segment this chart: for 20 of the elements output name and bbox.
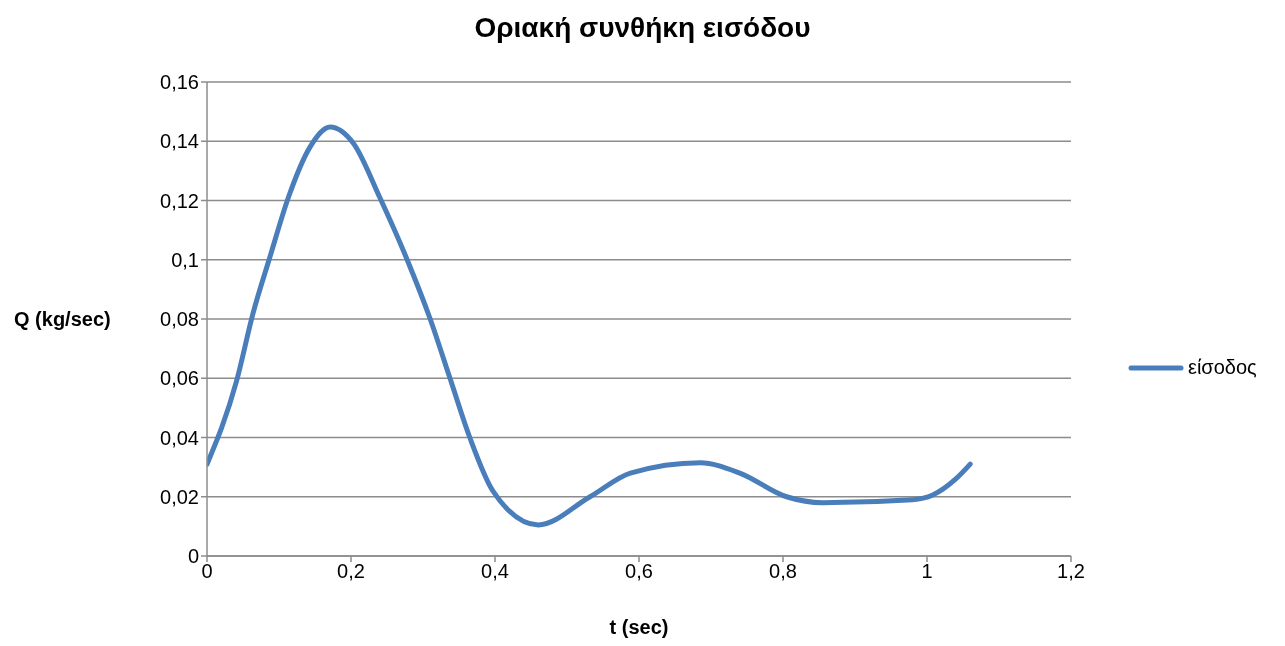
- y-tick-label: 0,02: [160, 485, 199, 508]
- x-tick-label: 0,2: [337, 560, 365, 583]
- y-tick-label: 0,16: [160, 71, 199, 94]
- y-tick-label: 0,1: [171, 248, 199, 271]
- x-tick-label: 1: [921, 560, 933, 583]
- x-tick-label: 1,2: [1057, 560, 1085, 583]
- y-tick-label: 0,04: [160, 426, 199, 449]
- legend-label: είσοδος: [1188, 356, 1257, 379]
- y-tick-label: 0,14: [160, 130, 199, 153]
- y-tick-label: 0: [187, 545, 199, 568]
- x-axis-title: t (sec): [608, 616, 670, 639]
- chart-title: Οριακή συνθήκη εισόδου: [473, 12, 812, 44]
- x-tick-label: 0,4: [481, 560, 509, 583]
- x-tick-label: 0: [201, 560, 213, 583]
- x-tick-label: 0,8: [769, 560, 797, 583]
- y-axis-title: Q (kg/sec): [14, 308, 111, 331]
- y-tick-label: 0,06: [160, 367, 199, 390]
- y-tick-label: 0,12: [160, 189, 199, 212]
- y-tick-label: 0,08: [160, 308, 199, 331]
- x-tick-label: 0,6: [625, 560, 653, 583]
